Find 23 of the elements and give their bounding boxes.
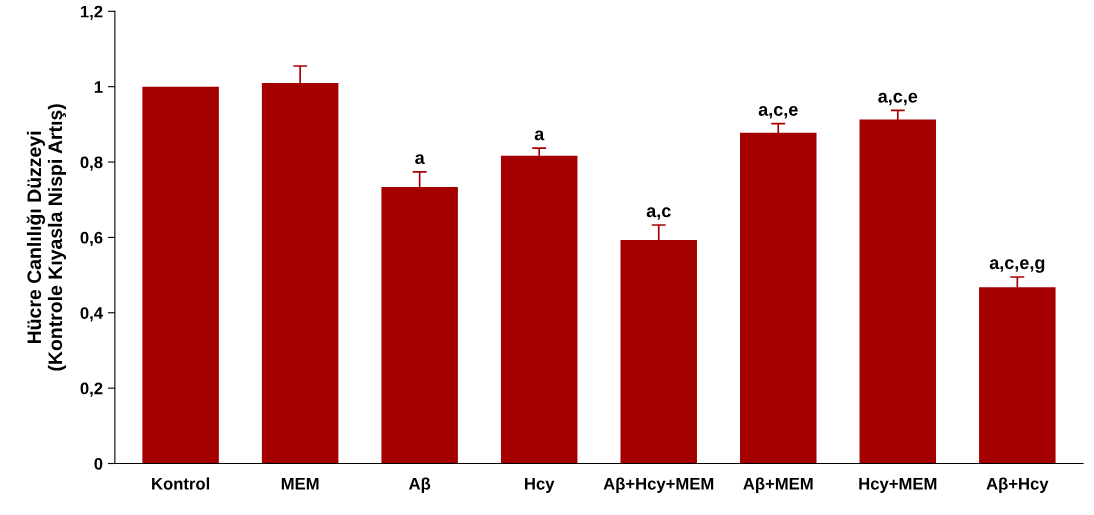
- y-axis-title: Hücre Canlılığı Düzzeyi (Kontrole Kıyasla Nispi Artış): [26, 104, 67, 371]
- y-tick-label: 0,8: [80, 156, 103, 171]
- bar: [142, 86, 219, 464]
- annotation: a: [415, 154, 425, 165]
- y-tick-label: 0,2: [80, 382, 103, 397]
- x-tick-label: Kontrol: [152, 477, 210, 490]
- x-tick-label: Hcy+MEM: [859, 478, 937, 493]
- x-tick-label: Aβ: [408, 477, 431, 493]
- x-tick-label: Aβ+Hcy: [986, 477, 1049, 493]
- annotation: a: [534, 130, 545, 141]
- y-tick-label: 1,2: [80, 5, 103, 20]
- x-tick-label: MEM: [281, 478, 319, 490]
- annotation: a,c,e,g: [989, 259, 1045, 273]
- annotation: a,c: [646, 207, 671, 220]
- y-tick-label: 0,6: [80, 231, 103, 247]
- x-tick-label: Aβ+MEM: [743, 477, 813, 493]
- x-tick-label: Aβ+Hcy+MEM: [603, 477, 714, 493]
- y-tick-label: 1: [94, 81, 103, 93]
- annotation: a,c,e: [878, 92, 918, 106]
- y-tick-label: 0,4: [80, 307, 103, 322]
- x-tick-label: Hcy: [525, 478, 555, 493]
- annotation: a,c,e: [758, 105, 798, 119]
- y-tick-label: 0: [94, 457, 103, 470]
